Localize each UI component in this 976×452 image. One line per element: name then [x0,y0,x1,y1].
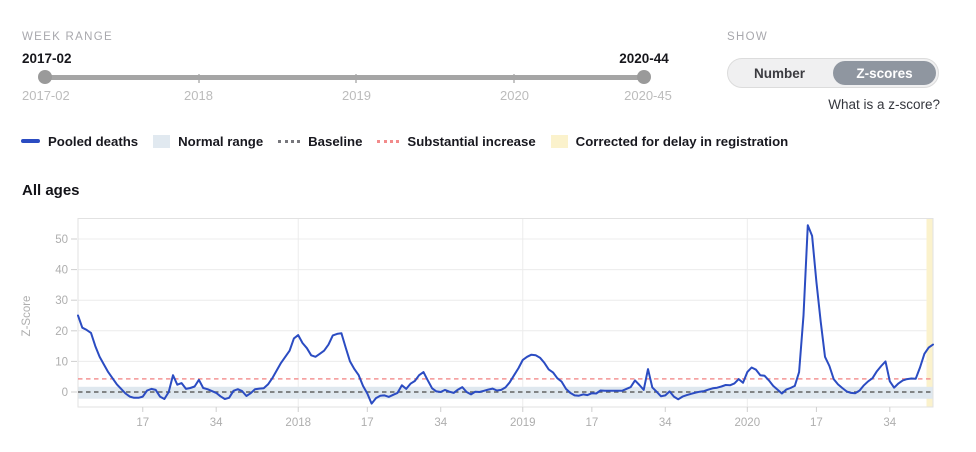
chart-title: All ages [22,182,80,199]
svg-text:34: 34 [883,417,896,429]
slider-end-value: 2020-44 [619,51,669,66]
svg-text:17: 17 [136,417,149,429]
slider-handle-start[interactable] [38,70,52,84]
legend-item-substantial-increase: Substantial increase [377,133,536,149]
svg-text:17: 17 [810,417,823,429]
corrected-delay-swatch [550,134,568,148]
svg-text:34: 34 [434,417,447,429]
toggle-option-zscores[interactable]: Z-scores [833,61,936,85]
baseline-dotted-swatch [278,139,301,143]
slider-scale-label: 2018 [184,88,213,103]
legend-label: Corrected for delay in registration [575,133,789,149]
svg-text:Z-Score: Z-Score [21,296,33,337]
slider-scale-label: 2019 [342,88,371,103]
svg-text:17: 17 [585,417,598,429]
svg-text:2018: 2018 [285,417,311,429]
slider-scale-label: 2020 [500,88,529,103]
legend-item-corrected-delay: Corrected for delay in registration [550,133,789,149]
slider-handle-end[interactable] [637,70,651,84]
show-toggle[interactable]: Number Z-scores [727,58,939,88]
svg-text:20: 20 [55,326,68,338]
svg-text:17: 17 [361,417,374,429]
week-range-slider-track[interactable] [44,75,644,80]
show-label: SHOW [727,31,768,43]
zscore-help-link[interactable]: What is a z-score? [828,97,940,112]
svg-text:0: 0 [62,387,68,399]
svg-text:10: 10 [55,356,68,368]
slider-scale-label: 2020-45 [624,88,672,103]
svg-text:40: 40 [55,265,68,277]
legend-label: Substantial increase [407,133,536,149]
svg-text:30: 30 [55,295,68,307]
svg-text:34: 34 [210,417,223,429]
svg-text:34: 34 [659,417,672,429]
svg-text:2020: 2020 [735,417,761,429]
legend-item-normal-range: Normal range [153,134,263,149]
svg-text:50: 50 [55,234,68,246]
zscore-chart[interactable]: 17 34 2018 17 34 2019 17 34 2020 17 34 0 10 20 30 40 50 Z… [0,207,976,452]
pooled-deaths-line-swatch [21,139,40,143]
slider-scale-label: 2017-02 [22,88,70,103]
legend-label: Pooled deaths [48,133,139,149]
week-range-label: WEEK RANGE [22,31,113,43]
legend-label: Baseline [308,133,363,149]
legend-item-baseline: Baseline [278,134,362,149]
legend-item-pooled-deaths: Pooled deaths [21,134,138,149]
legend-label: Normal range [178,133,264,149]
slider-start-value: 2017-02 [22,51,72,66]
legend: Pooled deaths Normal range Baseline Subs… [21,131,803,151]
svg-text:2019: 2019 [510,417,536,429]
substantial-increase-dotted-swatch [377,139,400,143]
toggle-option-number[interactable]: Number [753,65,805,81]
normal-range-swatch [153,134,171,148]
